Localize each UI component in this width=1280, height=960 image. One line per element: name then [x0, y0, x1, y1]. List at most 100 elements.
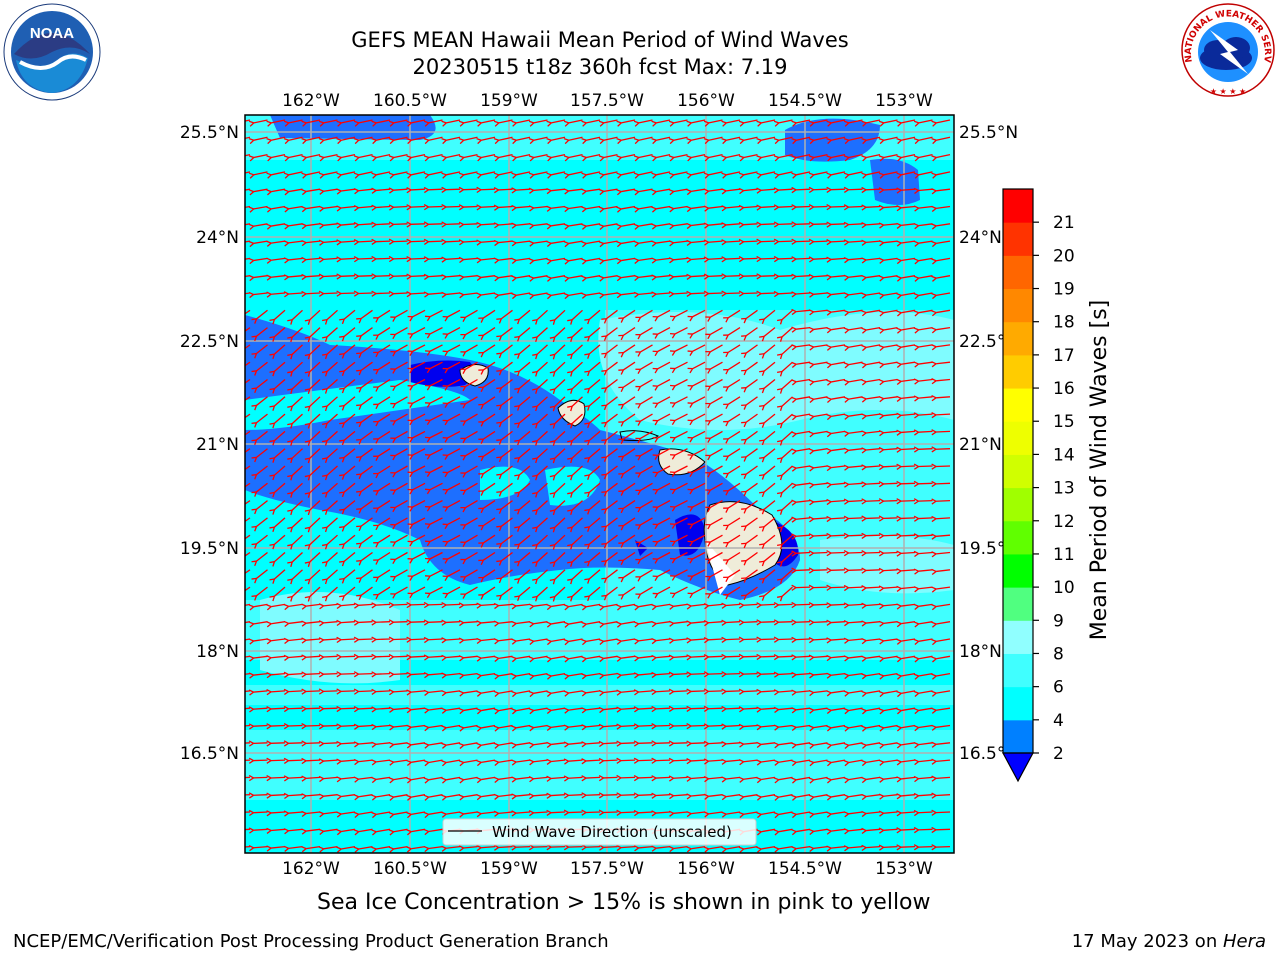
wind-arrow — [390, 378, 408, 392]
wind-arrow — [826, 481, 846, 489]
wind-arrow — [304, 482, 321, 498]
wind-arrow — [878, 153, 898, 162]
wind-arrow — [371, 221, 391, 228]
wind-arrow — [791, 136, 811, 145]
wind-arrow — [496, 430, 513, 445]
wind-arrow — [245, 500, 251, 505]
colorbar-segment — [1003, 222, 1033, 256]
wind-arrow — [723, 413, 741, 427]
wind-arrow — [353, 273, 373, 280]
wind-arrow — [913, 446, 933, 453]
wind-arrow — [478, 430, 496, 444]
wind-arrow — [791, 499, 811, 506]
wind-arrow — [668, 119, 688, 127]
wind-arrow — [826, 464, 846, 472]
wind-arrow — [843, 498, 863, 505]
wind-arrow — [896, 171, 916, 179]
wind-arrow — [756, 136, 776, 145]
wind-arrow — [514, 396, 531, 411]
wind-arrow — [668, 223, 688, 230]
wind-arrow — [721, 188, 741, 195]
wind-arrow — [248, 274, 268, 282]
wind-arrow — [635, 430, 653, 444]
wind-arrow — [514, 413, 531, 429]
wind-arrow — [773, 238, 793, 245]
wind-arrow — [651, 188, 671, 196]
wind-arrow — [441, 238, 461, 246]
wind-arrow — [861, 413, 881, 420]
wind-arrow — [861, 326, 881, 334]
wind-arrow — [896, 257, 916, 265]
wind-arrow — [843, 413, 863, 420]
colorbar-tick-label: 10 — [1053, 578, 1075, 598]
wind-arrow — [635, 448, 653, 461]
wind-arrow — [913, 153, 933, 162]
wind-arrow — [478, 465, 496, 479]
wind-arrow — [532, 361, 548, 377]
wind-arrow — [549, 327, 566, 343]
wind-arrow — [618, 344, 636, 358]
wind-arrow — [546, 275, 566, 282]
wind-arrow — [371, 119, 391, 127]
wind-arrow — [756, 119, 776, 127]
wind-arrow — [703, 153, 723, 162]
wind-arrow — [567, 396, 583, 412]
wind-arrow — [388, 273, 408, 280]
wind-arrow — [791, 171, 811, 179]
wind-arrow — [581, 119, 601, 127]
wind-arrow — [633, 171, 653, 179]
wind-arrow — [808, 344, 828, 351]
wind-arrow — [322, 413, 338, 429]
lat-label: 21°N — [959, 435, 1002, 455]
wind-arrow — [878, 378, 898, 386]
wind-arrow — [651, 153, 671, 162]
wind-arrow — [514, 344, 531, 359]
wind-arrow — [373, 517, 391, 531]
wind-arrow — [843, 136, 863, 145]
colorbar-tick-label: 12 — [1053, 512, 1075, 532]
wind-arrow — [336, 119, 356, 127]
wind-arrow — [843, 274, 863, 281]
wind-arrow — [301, 205, 321, 213]
wind-arrow — [251, 378, 268, 394]
wind-arrow — [931, 344, 951, 351]
wind-arrow — [723, 465, 741, 479]
wind-arrow — [458, 136, 478, 145]
wind-arrow — [723, 378, 741, 392]
wind-arrow — [336, 222, 356, 229]
wind-arrow — [776, 482, 793, 498]
wind-arrow — [287, 396, 303, 412]
nws-stars: ★ ★ ★ ★ — [1210, 87, 1246, 96]
wind-arrow — [283, 153, 303, 162]
wind-arrow — [322, 482, 338, 498]
wind-arrow — [759, 430, 776, 446]
wind-arrow — [407, 517, 426, 529]
wind-arrow — [476, 204, 496, 211]
wind-arrow — [388, 290, 408, 298]
lon-label: 157.5°W — [570, 91, 644, 111]
wind-arrow — [791, 238, 811, 245]
wind-arrow — [756, 255, 776, 263]
lon-label: 153°W — [875, 859, 933, 879]
wind-arrow — [738, 171, 758, 179]
wind-arrow — [423, 204, 443, 211]
wind-arrow — [532, 465, 548, 481]
wind-arrow — [601, 378, 618, 393]
wind-arrow — [584, 327, 601, 342]
wind-arrow — [896, 222, 916, 229]
wind-arrow — [741, 517, 758, 531]
colorbar: 2 4 6 8 9 10 11 12 13 14 15 16 17 18 19 20 21 — [1001, 188, 1075, 783]
wind-arrow — [528, 275, 548, 282]
wind-arrow — [353, 256, 373, 263]
wind-arrow — [371, 153, 391, 162]
wind-arrow — [652, 448, 671, 460]
wind-arrow — [460, 430, 478, 444]
wind-arrow — [705, 327, 723, 340]
wind-arrow — [896, 187, 916, 194]
wind-arrow — [441, 186, 461, 193]
wind-arrow — [478, 396, 496, 410]
wind-arrow — [322, 500, 338, 515]
wind-arrow — [424, 500, 443, 512]
wind-arrow — [301, 239, 321, 247]
wind-arrow — [703, 136, 723, 145]
